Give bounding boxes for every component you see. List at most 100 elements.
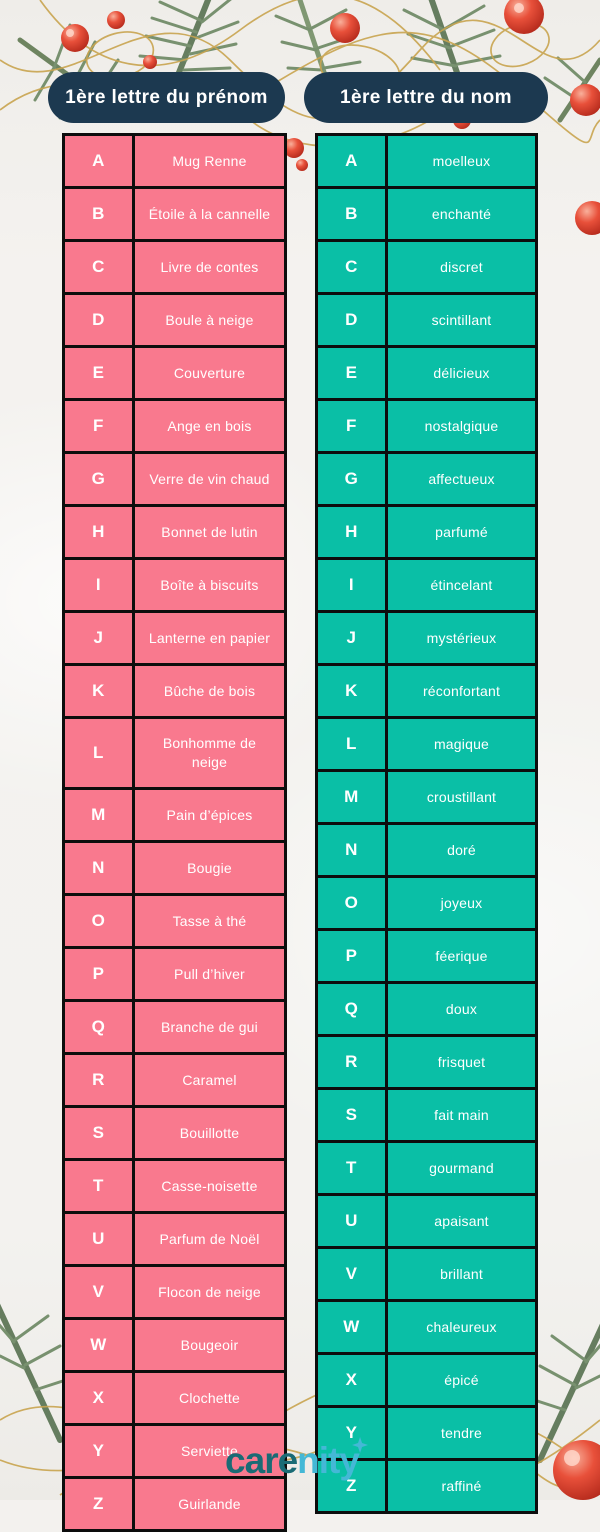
value-cell: Tasse à thé xyxy=(132,893,287,949)
table-row: T Casse-noisette xyxy=(62,1158,287,1214)
value-cell: Bougie xyxy=(132,840,287,896)
letter-cell: O xyxy=(62,893,135,949)
table-row: U Parfum de Noël xyxy=(62,1211,287,1267)
letter-cell: R xyxy=(62,1052,135,1108)
letter-cell: F xyxy=(62,398,135,454)
value-cell: étincelant xyxy=(385,557,538,613)
table-row: D Boule à neige xyxy=(62,292,287,348)
letter-cell: B xyxy=(62,186,135,242)
table-row: V Flocon de neige xyxy=(62,1264,287,1320)
value-cell: Caramel xyxy=(132,1052,287,1108)
value-cell: affectueux xyxy=(385,451,538,507)
letter-cell: T xyxy=(62,1158,135,1214)
value-cell: Livre de contes xyxy=(132,239,287,295)
letter-cell: K xyxy=(62,663,135,719)
letter-cell: W xyxy=(315,1299,388,1355)
value-cell: Flocon de neige xyxy=(132,1264,287,1320)
value-cell: épicé xyxy=(385,1352,538,1408)
table-row: I Boîte à biscuits xyxy=(62,557,287,613)
value-cell: joyeux xyxy=(385,875,538,931)
value-cell: magique xyxy=(385,716,538,772)
value-cell: féerique xyxy=(385,928,538,984)
letter-cell: U xyxy=(62,1211,135,1267)
letter-cell: A xyxy=(315,133,388,189)
letter-cell: O xyxy=(315,875,388,931)
value-cell: Bûche de bois xyxy=(132,663,287,719)
value-cell: Verre de vin chaud xyxy=(132,451,287,507)
value-cell: croustillant xyxy=(385,769,538,825)
table-row: P Pull d’hiver xyxy=(62,946,287,1002)
letter-cell: Q xyxy=(315,981,388,1037)
header-pill-nom: 1ère lettre du nom xyxy=(304,72,548,123)
value-cell: Mug Renne xyxy=(132,133,287,189)
value-cell: Casse-noisette xyxy=(132,1158,287,1214)
table-row: B Étoile à la cannelle xyxy=(62,186,287,242)
table-row: X Clochette xyxy=(62,1370,287,1426)
value-cell: Pull d’hiver xyxy=(132,946,287,1002)
letter-cell: R xyxy=(315,1034,388,1090)
value-cell: Guirlande xyxy=(132,1476,287,1532)
letter-cell: B xyxy=(315,186,388,242)
table-row: L Bonhomme de neige xyxy=(62,716,287,790)
table-row: S Bouillotte xyxy=(62,1105,287,1161)
letter-cell: I xyxy=(315,557,388,613)
letter-cell: S xyxy=(315,1087,388,1143)
letter-cell: F xyxy=(315,398,388,454)
letter-cell: H xyxy=(315,504,388,560)
letter-cell: Y xyxy=(62,1423,135,1479)
value-cell: Clochette xyxy=(132,1370,287,1426)
table-row: K Bûche de bois xyxy=(62,663,287,719)
header-pill-prenom-label: 1ère lettre du prénom xyxy=(65,86,268,108)
value-cell: doré xyxy=(385,822,538,878)
value-cell: délicieux xyxy=(385,345,538,401)
letter-cell: P xyxy=(315,928,388,984)
table-row: O Tasse à thé xyxy=(62,893,287,949)
value-cell: réconfortant xyxy=(385,663,538,719)
prenom-letter-table: A Mug Renne B Étoile à la cannelle C Livre de… xyxy=(62,133,287,1532)
letter-cell: U xyxy=(315,1193,388,1249)
letter-cell: G xyxy=(315,451,388,507)
carenity-logo: care nity xyxy=(225,1437,375,1482)
logo-star-icon xyxy=(351,1437,368,1453)
value-cell: doux xyxy=(385,981,538,1037)
letter-cell: E xyxy=(315,345,388,401)
letter-cell: V xyxy=(315,1246,388,1302)
value-cell: chaleureux xyxy=(385,1299,538,1355)
letter-cell: S xyxy=(62,1105,135,1161)
value-cell: Branche de gui xyxy=(132,999,287,1055)
letter-cell: L xyxy=(315,716,388,772)
letter-cell: K xyxy=(315,663,388,719)
letter-cell: Y xyxy=(315,1405,388,1461)
value-cell: parfumé xyxy=(385,504,538,560)
value-cell: Bonhomme de neige xyxy=(132,716,287,790)
table-row: W Bougeoir xyxy=(62,1317,287,1373)
letter-cell: Z xyxy=(62,1476,135,1532)
value-cell: brillant xyxy=(385,1246,538,1302)
letter-cell: E xyxy=(62,345,135,401)
table-row: H Bonnet de lutin xyxy=(62,504,287,560)
letter-cell: P xyxy=(62,946,135,1002)
table-row: C Livre de contes xyxy=(62,239,287,295)
letter-cell: C xyxy=(62,239,135,295)
value-cell: discret xyxy=(385,239,538,295)
value-cell: tendre xyxy=(385,1405,538,1461)
letter-cell: I xyxy=(62,557,135,613)
value-cell: Bougeoir xyxy=(132,1317,287,1373)
table-row: Q Branche de gui xyxy=(62,999,287,1055)
letter-cell: D xyxy=(62,292,135,348)
table-row: G Verre de vin chaud xyxy=(62,451,287,507)
